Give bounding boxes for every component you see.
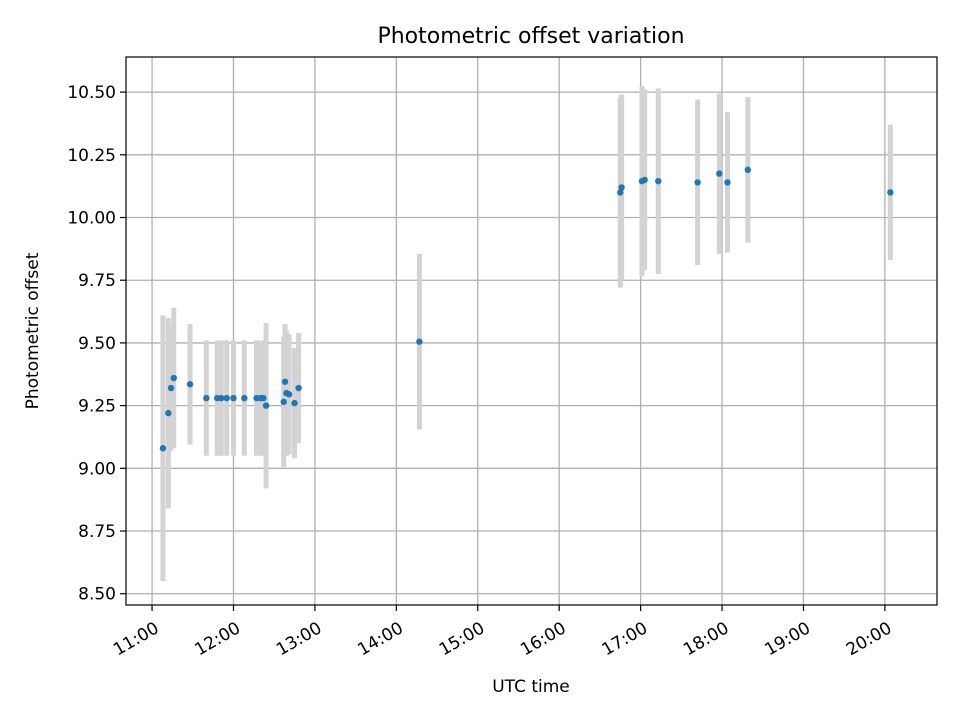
data-point xyxy=(165,409,172,417)
data-point xyxy=(617,189,624,196)
data-point xyxy=(260,394,267,402)
y-tick-label: 8.75 xyxy=(78,522,116,542)
chart-title: Photometric offset variation xyxy=(377,24,684,49)
data-point xyxy=(203,394,210,402)
y-axis-ticks: 8.50 8.75 9.00 9.25 9.50 9.75 10.00 10.25 10.50 xyxy=(67,83,126,605)
data-point xyxy=(744,166,752,174)
data-point xyxy=(186,381,194,388)
x-axis-label: UTC time xyxy=(492,677,570,697)
data-point xyxy=(285,391,293,398)
data-point xyxy=(280,398,287,406)
data-point xyxy=(887,189,894,196)
y-tick-label: 9.25 xyxy=(78,397,116,417)
data-point xyxy=(230,394,237,402)
data-point xyxy=(618,184,625,191)
data-point xyxy=(281,378,289,385)
data-point xyxy=(295,384,302,392)
y-tick-label: 8.50 xyxy=(78,585,116,605)
point-layer xyxy=(159,166,894,452)
data-point xyxy=(655,177,662,185)
data-point xyxy=(167,384,175,392)
data-point xyxy=(218,394,225,402)
data-point xyxy=(159,445,167,452)
y-tick-label: 9.75 xyxy=(78,271,116,291)
data-point xyxy=(241,394,248,402)
data-point xyxy=(170,374,177,382)
data-point xyxy=(416,338,423,345)
data-point xyxy=(716,170,723,177)
data-point xyxy=(694,179,701,186)
data-point xyxy=(223,394,230,402)
plot-frame xyxy=(125,56,938,606)
grid-layer xyxy=(126,57,937,605)
y-tick-label: 10.25 xyxy=(67,146,116,166)
y-tick-label: 9.00 xyxy=(78,459,116,479)
data-point xyxy=(641,176,648,184)
y-tick-label: 10.00 xyxy=(67,209,116,229)
data-point xyxy=(291,399,298,407)
y-tick-label: 10.50 xyxy=(67,83,116,103)
data-point xyxy=(262,402,270,409)
y-tick-label: 9.50 xyxy=(78,334,116,354)
data-point xyxy=(724,179,731,186)
y-axis-label: Photometric offset xyxy=(23,252,43,409)
